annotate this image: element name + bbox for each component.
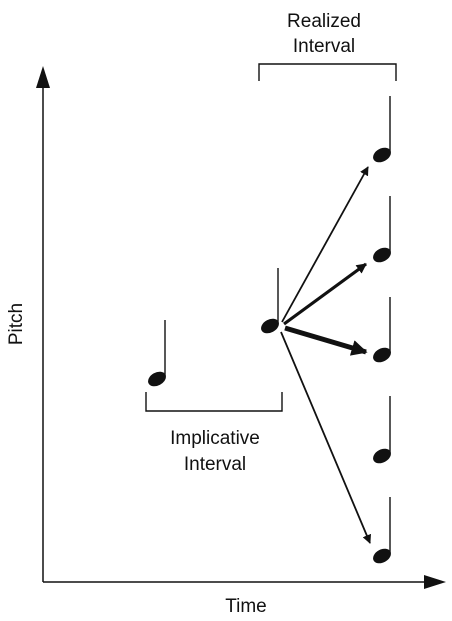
note-first [148, 320, 166, 387]
note-realized-3 [373, 297, 391, 363]
arrow-to-note-2 [283, 262, 367, 326]
realized-interval-bracket [258, 63, 397, 81]
arrow-to-note-5 [280, 331, 371, 544]
x-axis-label: Time [225, 596, 267, 617]
realized-interval-label-line2: Interval [293, 36, 355, 57]
arrow-to-note-1 [281, 166, 369, 323]
pitch-axis [36, 66, 50, 582]
note-realized-2 [373, 196, 391, 263]
pitch-axis-arrowhead [36, 66, 50, 88]
note-realized-5 [373, 497, 391, 564]
time-axis-arrowhead [424, 575, 446, 589]
implicative-interval-label-line2: Interval [184, 454, 246, 475]
note-implied [261, 268, 279, 334]
implicative-interval-label-line1: Implicative [170, 428, 260, 449]
note-realized-4 [373, 396, 391, 464]
time-axis [43, 575, 446, 589]
arrow-to-note-3 [284, 325, 368, 356]
implicative-interval-bracket [145, 392, 283, 412]
realized-interval-label-line1: Realized [287, 11, 361, 32]
note-realized-1 [373, 96, 391, 163]
y-axis-label: Pitch [6, 303, 27, 345]
